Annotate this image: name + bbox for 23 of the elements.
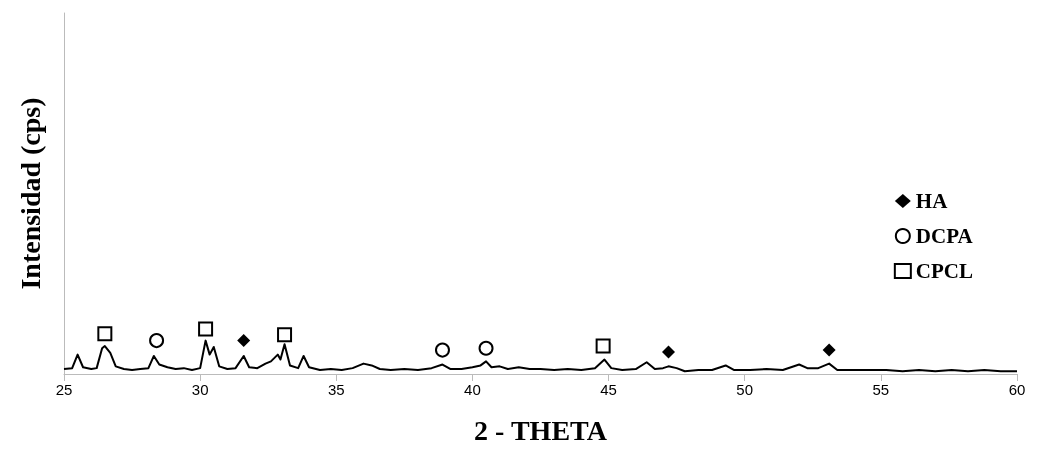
x-tick-label: 55	[872, 381, 890, 398]
point	[478, 340, 494, 356]
point	[149, 333, 165, 349]
point	[822, 343, 836, 357]
x-tick-label: 60	[1008, 381, 1026, 398]
y-axis-title: Intensidad (cps)	[14, 97, 46, 290]
legend-label: HA	[915, 189, 949, 213]
point	[595, 338, 611, 354]
x-tick-label: 40	[464, 381, 481, 398]
x-tick-label: 50	[736, 381, 754, 398]
x-axis-title: 2 - THETA	[474, 414, 608, 446]
x-tick-label: 35	[327, 381, 345, 398]
point	[97, 326, 113, 342]
point	[277, 327, 293, 343]
legend-label: DCPA	[915, 224, 974, 248]
x-tick-label: 45	[600, 381, 617, 398]
x-tick-label: 25	[55, 381, 73, 398]
legend-label: CPCL	[915, 259, 974, 283]
point	[661, 345, 675, 359]
point	[434, 342, 450, 358]
point	[198, 321, 214, 337]
x-tick-label: 30	[191, 381, 209, 398]
point	[237, 334, 251, 348]
